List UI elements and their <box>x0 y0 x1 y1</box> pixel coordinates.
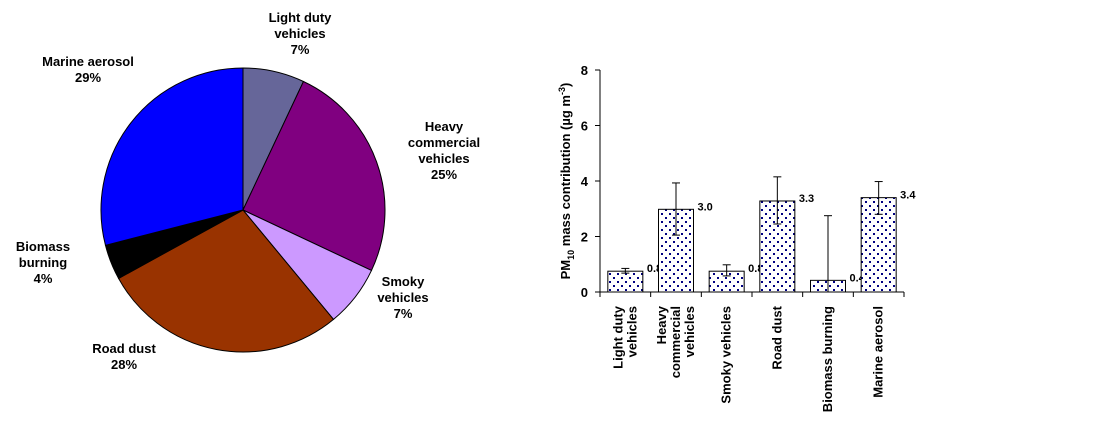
pie-slice-label: Light duty vehicles 7% <box>269 10 333 57</box>
x-category-line: commercial <box>668 306 683 378</box>
x-category-label: Road dust <box>769 305 784 369</box>
bar-value-label: 3.0 <box>698 201 713 213</box>
pie-label-line: vehicles <box>418 151 469 166</box>
y-tick-label: 0 <box>581 285 588 300</box>
x-category-label: Smoky vehicles <box>719 306 734 404</box>
pie-slice <box>242 80 386 272</box>
pie-chart: Light duty vehicles 7%Heavy commercial vehic… <box>16 10 480 372</box>
x-category-line: Smoky vehicles <box>719 306 734 404</box>
bar <box>607 270 644 293</box>
x-category-line: Marine aerosol <box>871 306 886 398</box>
pie-label-line: Heavy <box>425 119 464 134</box>
x-category-line: vehicles <box>682 306 697 357</box>
pie-pct-label: 4% <box>34 271 53 286</box>
pie-label-line: commercial <box>408 135 480 150</box>
pie-pct-label: 25% <box>431 167 457 182</box>
pie-label-line: Light duty <box>269 10 333 25</box>
pie-slice <box>117 209 335 353</box>
pie-pct-label: 7% <box>291 42 310 57</box>
x-category-line: Road dust <box>769 305 784 369</box>
pie-slice <box>100 67 244 246</box>
x-category-label: Biomass burning <box>820 306 835 412</box>
x-category-line: Biomass burning <box>820 306 835 412</box>
pie-slice-label: Marine aerosol 29% <box>42 54 134 85</box>
x-category-line: vehicles <box>624 306 639 357</box>
pie-label-line: vehicles <box>274 26 325 41</box>
pie-label-line: vehicles <box>377 290 428 305</box>
bar-value-label: 3.3 <box>799 193 814 205</box>
bar-value-label: 3.4 <box>900 190 916 202</box>
x-category-label: Heavycommercialvehicles <box>654 305 697 378</box>
y-tick-label: 2 <box>581 230 588 245</box>
y-tick-label: 8 <box>581 63 588 78</box>
pie-label-line: burning <box>19 255 67 270</box>
pie-label-line: Marine aerosol <box>42 54 134 69</box>
y-axis-label-part: ) <box>558 83 573 87</box>
pie-label-line: Biomass <box>16 239 70 254</box>
y-axis-label-part: -3 <box>557 87 567 95</box>
pie-pct-label: 7% <box>394 306 413 321</box>
pie-label-line: Road dust <box>92 341 156 356</box>
x-category-label: Light dutyvehicles <box>610 305 639 369</box>
y-tick-label: 6 <box>581 119 588 134</box>
pie-slice-label: Heavy commercial vehicles 25% <box>408 119 480 182</box>
x-category-line: Light duty <box>610 305 625 369</box>
y-axis-label-part: PM <box>558 260 573 280</box>
pie-label-line: Smoky <box>382 274 425 289</box>
y-axis-label-part: mass contribution (µg m <box>558 95 573 250</box>
x-category-label: Marine aerosol <box>871 306 886 398</box>
y-axis-label-part: 10 <box>566 250 576 260</box>
pie-slice-label: Road dust 28% <box>92 341 156 372</box>
pie-slice-label: Smoky vehicles 7% <box>377 274 428 321</box>
pie-slice-label: Biomass burning 4% <box>16 239 70 286</box>
y-tick-label: 4 <box>581 174 589 189</box>
x-category-line: Heavy <box>654 305 669 344</box>
pie-pct-label: 28% <box>111 357 137 372</box>
y-axis-label: PM10 mass contribution (µg m-3) <box>557 83 576 280</box>
pie-pct-label: 29% <box>75 70 101 85</box>
